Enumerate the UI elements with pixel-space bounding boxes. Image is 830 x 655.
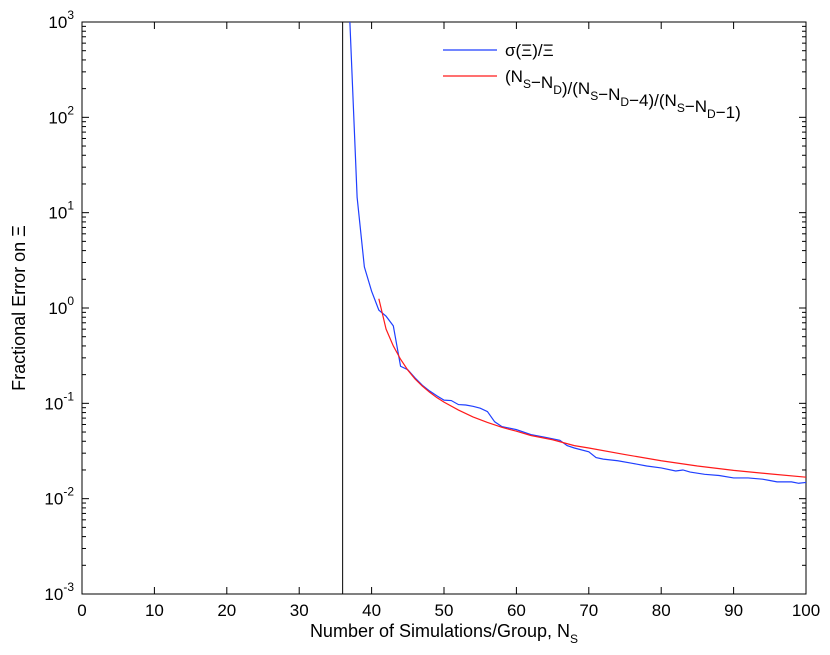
y-tick-label: 10-2 bbox=[44, 485, 74, 509]
x-tick-labels: 0 10 20 30 40 50 60 70 80 90 100 bbox=[77, 601, 820, 620]
y-tick-label: 103 bbox=[48, 8, 74, 32]
y-tick-label: 10-1 bbox=[44, 389, 74, 413]
y-axis-title: Fractional Error on Ξ bbox=[9, 225, 29, 391]
x-tick-label: 60 bbox=[507, 601, 526, 620]
x-axis-title: Number of Simulations/Group, NS bbox=[310, 621, 578, 646]
series-lines bbox=[349, 21, 807, 484]
x-tick-label: 80 bbox=[652, 601, 671, 620]
legend: σ(Ξ)/Ξ (NS−ND)/(NS−ND−4)/(NS−ND−1) bbox=[443, 41, 741, 122]
x-tick-label: 0 bbox=[77, 601, 86, 620]
x-tick-label: 30 bbox=[290, 601, 309, 620]
x-tick-label: 20 bbox=[217, 601, 236, 620]
plot-area bbox=[81, 21, 807, 595]
legend-label-series-1: σ(Ξ)/Ξ bbox=[505, 41, 554, 60]
x-tick-label: 100 bbox=[792, 601, 820, 620]
x-tick-label: 40 bbox=[362, 601, 381, 620]
y-tick-label: 10-3 bbox=[44, 580, 74, 604]
legend-label-series-2: (NS−ND)/(NS−ND−4)/(NS−ND−1) bbox=[505, 67, 741, 122]
x-tick-label: 10 bbox=[145, 601, 164, 620]
y-tick-label: 101 bbox=[48, 199, 74, 223]
x-tick-label: 70 bbox=[579, 601, 598, 620]
y-tick-label: 100 bbox=[48, 294, 74, 318]
series-line-2 bbox=[378, 298, 807, 478]
axis-ticks bbox=[81, 21, 807, 595]
y-tick-label: 102 bbox=[48, 103, 74, 127]
y-tick-labels: 10-3 10-2 10-1 100 101 102 103 bbox=[44, 8, 74, 604]
x-tick-label: 50 bbox=[435, 601, 454, 620]
x-tick-label: 90 bbox=[724, 601, 743, 620]
